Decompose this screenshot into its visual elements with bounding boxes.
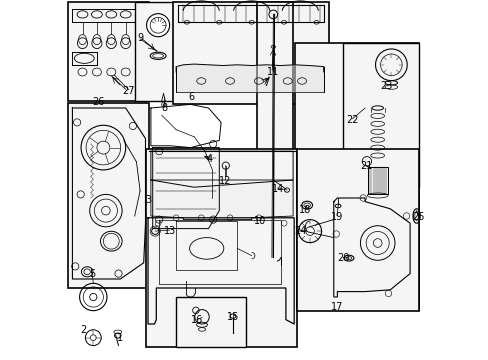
Bar: [172, 2, 328, 104]
Text: 20: 20: [337, 253, 349, 264]
Text: 9: 9: [137, 33, 143, 43]
Bar: [176, 297, 246, 347]
Text: 2: 2: [81, 325, 86, 336]
Bar: [367, 167, 387, 194]
Bar: [343, 43, 418, 187]
Bar: [294, 43, 418, 310]
Text: 21: 21: [359, 161, 371, 171]
Bar: [68, 2, 149, 101]
Text: 16: 16: [190, 315, 203, 325]
Bar: [296, 149, 418, 311]
Bar: [134, 2, 181, 101]
Text: 18: 18: [298, 204, 310, 215]
Text: 7: 7: [263, 78, 269, 88]
Text: 15: 15: [226, 312, 239, 322]
Text: 27: 27: [122, 86, 135, 96]
Bar: [257, 2, 292, 270]
Text: 23: 23: [379, 81, 391, 91]
Text: 13: 13: [163, 226, 175, 236]
Text: 10: 10: [253, 216, 265, 226]
Polygon shape: [151, 180, 292, 220]
Text: 4: 4: [206, 154, 212, 164]
Text: 26: 26: [92, 96, 104, 107]
Text: 24: 24: [293, 226, 306, 236]
Text: 8: 8: [161, 103, 167, 113]
Text: 3: 3: [144, 195, 151, 205]
Circle shape: [146, 14, 169, 37]
Text: 12: 12: [219, 176, 231, 186]
Text: 11: 11: [266, 67, 279, 77]
Text: 17: 17: [330, 302, 343, 312]
Text: 14: 14: [271, 184, 284, 194]
Bar: [145, 149, 296, 347]
Text: 6: 6: [188, 92, 194, 102]
Text: 1: 1: [117, 333, 123, 343]
Text: 5: 5: [88, 269, 95, 279]
Text: 22: 22: [346, 114, 358, 125]
Text: 19: 19: [330, 212, 343, 222]
Bar: [68, 103, 149, 288]
Text: 25: 25: [411, 212, 424, 222]
